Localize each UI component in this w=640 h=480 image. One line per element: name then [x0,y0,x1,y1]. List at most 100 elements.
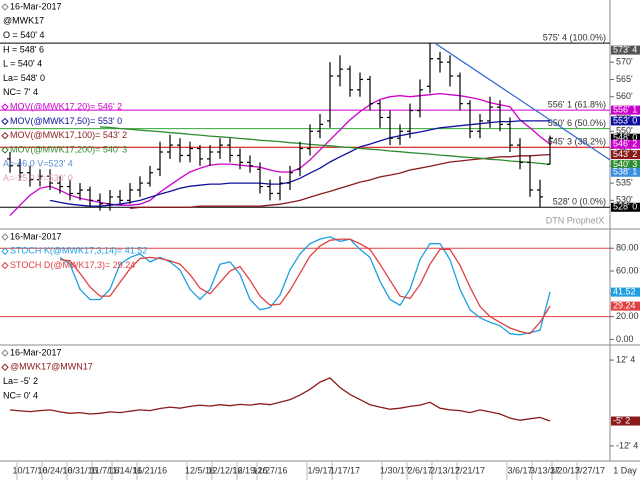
y-tick-label: 570' [616,57,633,67]
level-label: 545' 3 (38.2%) [548,137,606,147]
price-tag-label: 528' 0 [613,202,637,212]
legend-note: A=-25.9 V=530' 0 [3,173,73,183]
price-tag-label: 553' 0 [613,115,637,125]
legend-diamond [1,261,9,270]
x-tick-label: 2/21/17 [455,465,485,475]
legend-diamond [1,349,9,357]
price-tag-label: 546' 2 [613,139,637,149]
price-tag-label: -5' 2 [613,415,630,425]
price-tag [611,150,640,160]
x-tick-label: 12/19/16 [232,465,267,475]
price-tag [611,133,640,143]
series-line [59,238,551,335]
price-tag-label: 573' 4 [613,44,637,54]
legend-diamond [1,3,9,11]
legend-diamond [1,146,9,154]
price-tag-label: 538' 1 [613,167,637,177]
legend-entry: MOV(@MWK17,200)= 540' 3 [10,144,127,154]
x-tick-label: 3/13/17 [530,465,560,475]
legend-diamond [1,363,9,372]
y-tick-label: 560' [616,91,633,101]
level-label: 550' 6 (50.0%) [548,118,606,128]
price-tag-label: 543' 2 [613,149,637,159]
x-tick-label: 10/17/16 [12,465,47,475]
trendline [434,42,611,161]
legend-diamond [1,117,9,126]
legend-diamond [1,131,9,140]
x-tick-label: 12/5/16 [185,465,215,475]
x-tick-label: 3/27/17 [575,465,605,475]
level-label: 528' 0 (0.0%) [553,197,606,207]
price-tag [611,287,640,297]
level-label: 575' 4 (100.0%) [543,33,606,43]
legend-text: 16-Mar-2017 [10,347,62,357]
price-tag [611,105,640,115]
legend-entry: MOV(@MWK17,20)= 546' 2 [10,101,122,111]
legend-diamond [1,103,9,111]
series-line [59,236,551,336]
price-tag [611,116,640,126]
legend-entry: STOCH D(@MWK17,3)= 29.24 [10,260,135,270]
price-tag-label: 556' 1 [613,104,637,114]
x-tick-label: 12/12/16 [207,465,242,475]
interval-label: 1 Day [613,465,637,475]
x-tick-label: 12/27/16 [252,465,287,475]
series-line [49,120,550,207]
legend-note: A=-46.0 V=523' 4 [3,159,73,169]
y-tick-label: 530' [616,195,633,205]
x-tick-label: 3/20/17 [550,465,580,475]
price-tag [611,202,640,212]
legend-text: L = 540' 4 [3,59,42,69]
legend-entry: @MWK17@MWN17 [10,362,93,372]
legend-text: @MWK17 [3,16,44,26]
y-tick-label: 565' [616,74,633,84]
x-tick-label: 1/17/17 [330,465,360,475]
legend-diamond [1,233,9,241]
x-tick-label: 11/14/16 [108,465,142,475]
y-tick-label: 535' [616,177,633,187]
y-tick-label: 550' [616,126,633,136]
legend-text: NC= 7' 4 [3,87,38,97]
series-line [129,153,551,209]
level-label: 556' 1 (61.8%) [548,99,606,109]
price-tag-label: 41.52 [613,286,636,296]
legend-entry: MOV(@MWK17,100)= 543' 2 [10,130,127,140]
x-tick-label: 2/13/17 [430,465,460,475]
price-tag-label: 540' 3 [613,159,637,169]
y-tick-label: -12' 4 [616,440,638,450]
x-tick-label: 3/6/17 [507,465,532,475]
legend-text: La= 548' 0 [3,73,45,83]
y-tick-label: 20.00 [616,311,639,321]
legend-note: La= -5' 2 [3,376,38,386]
legend-text: 16-Mar-2017 [10,231,62,241]
legend-entry: STOCH K(@MWK17,3,14)= 41.52 [10,246,147,256]
series-line [99,126,551,166]
legend-entry: MOV(@MWK17,50)= 553' 0 [10,116,122,126]
x-tick-label: 11/7/16 [90,465,119,475]
y-tick-label: 60.00 [616,265,639,275]
series-line [9,377,551,422]
price-tag [611,160,640,170]
price-tag [611,416,640,426]
legend-note: NC= 0' 4 [3,390,38,400]
legend-text: 16-Mar-2017 [10,1,62,11]
y-tick-label: 12' 4 [616,354,635,364]
x-tick-label: 1/9/17 [307,465,332,475]
legend-text: H = 548' 6 [3,44,44,54]
watermark: DTN ProphetX [546,215,605,225]
price-tag [611,45,640,55]
price-tag [611,301,640,311]
x-tick-label: 10/24/16 [37,465,72,475]
x-tick-label: 1/30/17 [380,465,410,475]
y-tick-label: 80.00 [616,243,639,253]
x-tick-label: 10/31/16 [62,465,97,475]
x-tick-label: 11/21/16 [133,465,167,475]
legend-text: O = 540' 4 [3,30,45,40]
price-tag-label: 548' 0 [613,133,637,143]
price-tag [611,139,640,149]
y-tick-label: 0.00 [616,334,634,344]
price-tag [611,167,640,177]
